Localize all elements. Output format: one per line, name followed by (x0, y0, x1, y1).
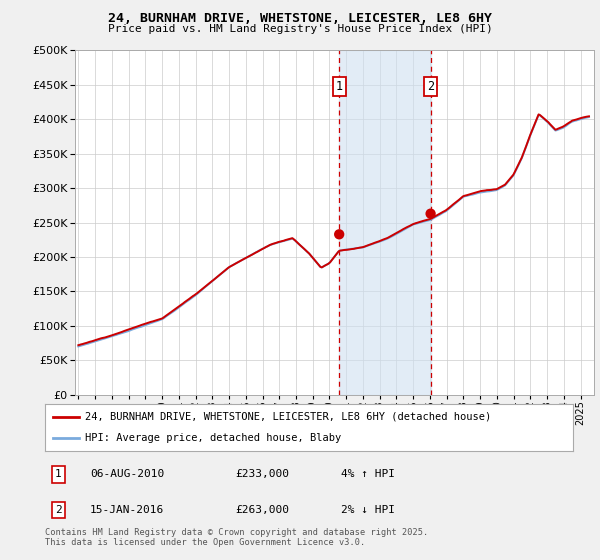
Point (426, 209, 436, 218)
Text: 2: 2 (427, 80, 434, 93)
Text: £233,000: £233,000 (235, 469, 289, 479)
Text: 24, BURNHAM DRIVE, WHETSTONE, LEICESTER, LE8 6HY: 24, BURNHAM DRIVE, WHETSTONE, LEICESTER,… (108, 12, 492, 25)
Text: 24, BURNHAM DRIVE, WHETSTONE, LEICESTER, LE8 6HY (detached house): 24, BURNHAM DRIVE, WHETSTONE, LEICESTER,… (85, 412, 491, 422)
Text: 1: 1 (335, 80, 343, 93)
Text: Price paid vs. HM Land Registry's House Price Index (HPI): Price paid vs. HM Land Registry's House … (107, 24, 493, 34)
Bar (339, 50, 431, 395)
Text: 15-JAN-2016: 15-JAN-2016 (90, 505, 164, 515)
Text: Contains HM Land Registry data © Crown copyright and database right 2025.
This d: Contains HM Land Registry data © Crown c… (45, 528, 428, 548)
Text: 06-AUG-2010: 06-AUG-2010 (90, 469, 164, 479)
Text: 2: 2 (55, 505, 62, 515)
Text: 2% ↓ HPI: 2% ↓ HPI (341, 505, 395, 515)
Text: 4% ↑ HPI: 4% ↑ HPI (341, 469, 395, 479)
Text: £263,000: £263,000 (235, 505, 289, 515)
Point (334, 230, 344, 239)
Text: HPI: Average price, detached house, Blaby: HPI: Average price, detached house, Blab… (85, 433, 341, 444)
Text: 1: 1 (55, 469, 62, 479)
